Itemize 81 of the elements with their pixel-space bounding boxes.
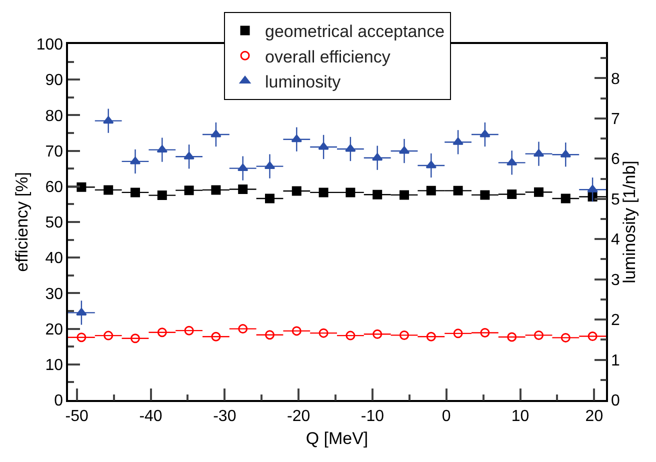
y2-tick-label: 4 <box>610 232 620 249</box>
y2-tick-label: 0 <box>610 392 620 410</box>
x-tick-label: -10 <box>360 408 384 425</box>
point <box>211 332 221 342</box>
point <box>453 186 463 196</box>
y-tick-label: 80 <box>45 108 64 125</box>
point <box>452 137 464 145</box>
point <box>76 308 87 316</box>
y-tick-label: 70 <box>45 143 64 160</box>
y2-tick-label: 3 <box>610 272 620 289</box>
x-tick-label: -30 <box>213 408 236 425</box>
y2-tick-label: 6 <box>610 151 620 168</box>
point <box>238 324 248 334</box>
y-tick-label: 100 <box>36 36 64 54</box>
point <box>130 334 140 344</box>
point <box>507 332 517 342</box>
point <box>76 182 86 192</box>
point <box>534 187 544 197</box>
point <box>426 186 436 196</box>
y-tick-label: 40 <box>45 250 64 268</box>
point <box>400 190 409 200</box>
point <box>480 130 490 138</box>
y2-tick-label: 8 <box>610 70 620 88</box>
y-tick-label: 0 <box>54 392 64 410</box>
point <box>130 188 140 198</box>
y-tick-label: 90 <box>45 72 64 90</box>
point <box>104 330 114 340</box>
y-axis-title: efficiency [%] <box>12 172 32 272</box>
x-tick-label: -40 <box>139 408 162 425</box>
y-tick-label: 20 <box>45 321 64 338</box>
point <box>76 332 86 342</box>
x-tick-label: -50 <box>65 408 89 425</box>
y-tick-label: 10 <box>45 357 64 374</box>
legend-label: overall efficiency <box>265 47 391 66</box>
point <box>318 328 328 338</box>
point <box>104 185 114 195</box>
point <box>426 332 436 342</box>
point <box>372 329 382 339</box>
x-tick-label: 0 <box>442 408 451 425</box>
point <box>157 328 167 338</box>
point <box>345 144 356 152</box>
point <box>210 130 222 138</box>
point <box>211 185 221 195</box>
legend-label: luminosity <box>265 72 342 92</box>
x-tick-label: 20 <box>585 408 604 425</box>
point <box>480 328 490 338</box>
y2-tick-label: 2 <box>610 312 620 330</box>
point <box>560 332 570 342</box>
point <box>346 188 356 198</box>
y2-axis-title: luminosity [1/nb] <box>620 160 639 284</box>
point <box>507 189 517 199</box>
y2-tick-label: 5 <box>610 191 620 208</box>
point <box>184 326 194 336</box>
point <box>400 330 409 340</box>
point <box>184 186 194 196</box>
point <box>588 332 598 342</box>
y-tick-label: 60 <box>45 179 64 196</box>
point <box>318 188 328 198</box>
point <box>292 326 302 336</box>
point <box>587 184 598 192</box>
point <box>560 194 570 204</box>
x-tick-label: 10 <box>511 408 530 425</box>
y-tick-label: 30 <box>45 286 64 303</box>
point <box>318 142 329 150</box>
x-tick-label: -20 <box>287 408 310 425</box>
point <box>265 330 274 340</box>
x-axis-title: Q [MeV] <box>306 428 368 448</box>
point <box>453 328 463 338</box>
point <box>292 186 302 196</box>
point <box>480 190 490 200</box>
y2-tick-label: 7 <box>610 111 620 128</box>
point <box>372 190 382 200</box>
point <box>346 330 356 340</box>
point <box>157 190 167 200</box>
legend-label: geometrical acceptance <box>265 22 445 42</box>
point <box>265 194 274 204</box>
y-tick-label: 50 <box>45 214 64 232</box>
point <box>184 152 194 160</box>
y2-tick-label: 1 <box>610 352 620 370</box>
point <box>534 330 544 340</box>
point <box>238 184 248 194</box>
